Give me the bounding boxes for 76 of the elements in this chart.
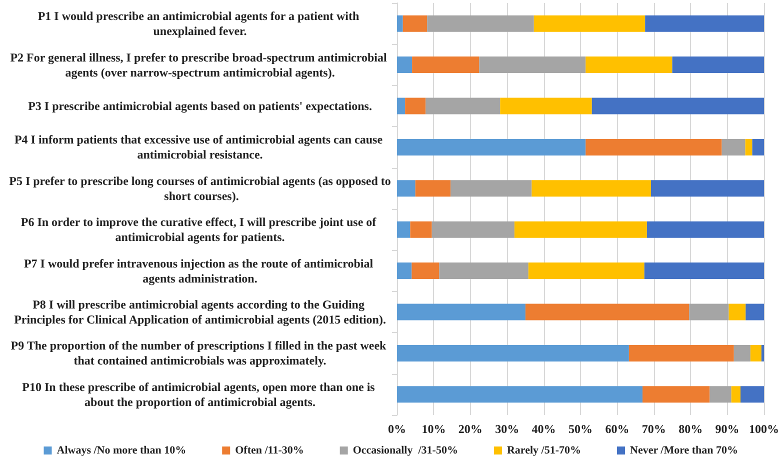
- y-tick-label: P9 The proportion of the number of prescriptions I filled in the past week that contained antimicrobials was approximately.: [10, 338, 390, 368]
- bar: [586, 138, 722, 156]
- bar: [397, 386, 643, 403]
- x-tick-label: 0%: [388, 422, 406, 436]
- y-tick-label: P3 I prescribe antimicrobial agents based on patients' expectations.: [28, 99, 372, 113]
- x-tick-label: 70%: [642, 422, 666, 436]
- bar: [397, 15, 403, 32]
- bar: [528, 262, 644, 280]
- y-tick-label: P7 I would prefer intravenous injection as the route of antimicrobial agents administration.: [24, 256, 376, 286]
- bar: [534, 15, 646, 32]
- bar: [689, 304, 729, 320]
- bar: [532, 180, 651, 197]
- legend-label: Rarely /51-70%: [506, 444, 582, 456]
- bar: [415, 180, 451, 197]
- bar: [728, 304, 746, 320]
- bar: [740, 386, 764, 403]
- x-tick-label: 30%: [495, 422, 520, 436]
- bar: [479, 56, 586, 74]
- y-tick-label: P10 In these prescribe of antimicrobial agents, open more than one is about the proportion of antimicrobial agents.: [22, 380, 378, 409]
- x-tick-label: 90%: [715, 422, 740, 436]
- x-tick-label: 40%: [532, 422, 556, 436]
- legend-label: Occasionally /31-50%: [352, 444, 458, 456]
- y-tick-label: P4 I inform patients that excessive use of antimicrobial agents can cause antimicrobial resistance.: [14, 132, 386, 162]
- bar: [439, 262, 528, 280]
- bar: [650, 180, 764, 197]
- bar: [410, 221, 432, 238]
- bar: [397, 138, 586, 156]
- bar: [752, 138, 764, 156]
- bar: [644, 262, 764, 280]
- y-tick-label: P8 I will prescribe antimicrobial agents according to the Guiding Principles for Clinical Application of antimicrobial agents (2015 edition).: [14, 298, 386, 326]
- bar: [628, 344, 734, 362]
- x-tick-label: 80%: [678, 422, 703, 436]
- bar: [731, 386, 741, 403]
- bar: [500, 98, 592, 114]
- bar: [397, 56, 412, 74]
- legend-label: Always /No more than 10%: [56, 444, 186, 456]
- bar: [432, 221, 514, 238]
- bar: [750, 344, 762, 362]
- bar: [412, 262, 440, 280]
- y-tick-label: P5 I prefer to prescribe long courses of antimicrobial agents (as opposed to short courses).: [9, 174, 391, 203]
- bar: [397, 180, 416, 197]
- legend-label: Often /11-30%: [235, 444, 304, 456]
- bar: [412, 56, 480, 74]
- bar: [397, 304, 526, 320]
- x-tick-label: 100%: [749, 422, 779, 436]
- y-tick-label: P2 For general illness, I prefer to prescribe broad-spectrum antimicrobial agents (over narrow-spectrum antimicrobial agents).: [10, 50, 390, 80]
- bar: [397, 344, 629, 362]
- y-tick-label: P6 In order to improve the curative effect, I will prescribe joint use of antimicrobial agents for patients.: [20, 215, 380, 244]
- bar: [405, 98, 426, 114]
- bar: [397, 221, 410, 238]
- bar: [397, 262, 412, 280]
- bar: [761, 344, 764, 362]
- bar: [745, 138, 752, 156]
- bar: [514, 221, 647, 238]
- x-tick-label: 10%: [422, 422, 446, 436]
- bar: [397, 98, 406, 114]
- bar: [642, 386, 710, 403]
- bar: [710, 386, 732, 403]
- bar: [450, 180, 532, 197]
- bar: [646, 221, 764, 238]
- bar: [586, 56, 672, 74]
- bar: [734, 344, 750, 362]
- bar: [592, 98, 764, 114]
- legend-label: Never /More than 70%: [630, 444, 738, 456]
- bar: [402, 15, 428, 32]
- bar: [426, 98, 500, 114]
- bar: [645, 15, 764, 32]
- x-tick-label: 20%: [458, 422, 482, 436]
- y-tick-label: P1 I would prescribe an antimicrobial agents for a patient with unexplained fever.: [38, 9, 362, 38]
- bar: [672, 56, 764, 74]
- bar: [427, 15, 534, 32]
- x-tick-label: 60%: [605, 422, 630, 436]
- bar: [525, 304, 690, 320]
- bar: [722, 138, 746, 156]
- x-tick-label: 50%: [568, 422, 592, 436]
- bar: [746, 304, 764, 320]
